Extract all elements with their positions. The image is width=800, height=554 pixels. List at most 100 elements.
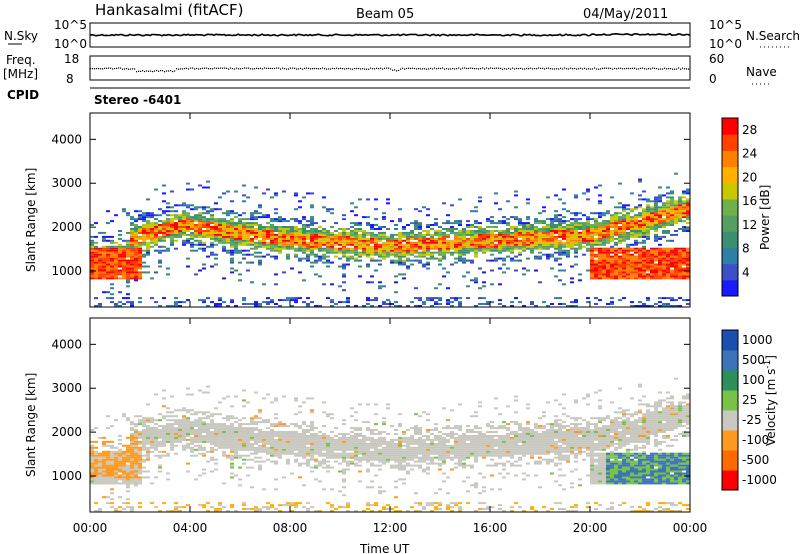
velocity-cell: [262, 433, 266, 435]
power-cell: [114, 263, 118, 266]
freq-point: [366, 68, 368, 70]
power-cell: [610, 220, 614, 223]
power-cell: [602, 241, 606, 244]
power-cell: [426, 233, 430, 236]
power-cell: [442, 245, 446, 248]
power-cell: [538, 222, 542, 225]
power-cell: [670, 218, 674, 221]
power-cell: [230, 267, 234, 270]
velocity-cell: [102, 464, 106, 467]
power-cell: [406, 265, 410, 268]
velocity-cell: [198, 431, 202, 433]
velocity-cell: [274, 417, 278, 420]
power-cell: [558, 226, 562, 228]
power-cell: [326, 231, 330, 234]
power-cell: [670, 212, 674, 215]
velocity-cell: [318, 460, 322, 463]
power-cell: [634, 230, 638, 232]
velocity-cell: [290, 438, 294, 441]
power-cell: [622, 257, 626, 260]
power-cell: [542, 235, 546, 238]
power-cell: [678, 218, 682, 221]
velocity-cell: [178, 419, 182, 422]
power-cell: [326, 245, 330, 248]
velocity-cell: [118, 468, 122, 471]
velocity-cell: [158, 425, 162, 428]
power-cell: [150, 235, 154, 238]
freq-point: [670, 68, 672, 70]
power-cell: [230, 212, 234, 215]
velocity-cell: [258, 468, 262, 471]
velocity-cell: [330, 436, 334, 439]
power-cell: [578, 222, 582, 225]
velocity-cell: [310, 446, 314, 449]
power-cell: [482, 303, 486, 305]
power-cell: [434, 237, 438, 240]
velocity-cell: [262, 397, 266, 400]
velocity-cell: [278, 504, 282, 507]
velocity-cell: [198, 440, 202, 443]
power-cell: [666, 297, 670, 300]
power-cell: [294, 299, 298, 302]
velocity-cell: [138, 423, 142, 426]
power-cell: [602, 271, 606, 274]
velocity-cell: [262, 444, 266, 447]
power-cell: [398, 259, 402, 262]
power-cell: [658, 212, 662, 215]
power-cell: [90, 235, 94, 238]
power-cell: [622, 277, 626, 280]
freq-point: [636, 68, 638, 70]
freq-point: [644, 68, 646, 70]
power-cell: [238, 230, 242, 232]
power-cell: [530, 241, 534, 244]
power-cell: [530, 239, 534, 242]
power-cell: [354, 239, 358, 242]
power-cell: [542, 237, 546, 240]
power-cell: [438, 235, 442, 238]
velocity-cell: [110, 476, 114, 479]
velocity-cell: [102, 442, 106, 445]
velocity-cell: [234, 440, 238, 443]
power-cell: [150, 226, 154, 228]
power-cell: [170, 222, 174, 225]
power-cell: [558, 235, 562, 238]
power-cell: [602, 273, 606, 276]
power-cell: [182, 226, 186, 228]
power-cell: [602, 259, 606, 262]
power-cell: [214, 263, 218, 266]
velocity-cell: [302, 506, 306, 509]
power-cell: [662, 204, 666, 207]
power-cell: [178, 220, 182, 223]
power-cell: [366, 237, 370, 240]
power-cell: [330, 245, 334, 248]
velocity-cell: [98, 480, 102, 483]
power-cell: [522, 233, 526, 236]
power-cell: [266, 216, 270, 219]
velocity-cell: [102, 452, 106, 455]
date-title: 04/May/2011: [583, 7, 668, 22]
velocity-cell: [138, 478, 142, 481]
power-cell: [678, 257, 682, 260]
power-cell: [398, 251, 402, 254]
power-cell: [534, 257, 538, 260]
velocity-cell: [250, 444, 254, 447]
velocity-cell: [138, 506, 142, 509]
freq-point: [286, 68, 288, 70]
power-cell: [146, 253, 150, 256]
power-cell: [262, 192, 266, 195]
power-cell: [314, 233, 318, 236]
power-cell: [422, 235, 426, 238]
velocity-cell: [146, 419, 150, 422]
power-cell: [110, 267, 114, 270]
power-cell: [190, 241, 194, 244]
power-cell: [226, 222, 230, 225]
power-cell: [558, 269, 562, 272]
velocity-cell: [198, 452, 202, 455]
velocity-cell: [298, 452, 302, 455]
power-cell: [530, 226, 534, 228]
velocity-cell: [266, 419, 270, 422]
velocity-cell: [270, 425, 274, 428]
power-cell: [406, 305, 410, 307]
power-cell: [202, 186, 206, 189]
velocity-cell: [154, 444, 158, 447]
